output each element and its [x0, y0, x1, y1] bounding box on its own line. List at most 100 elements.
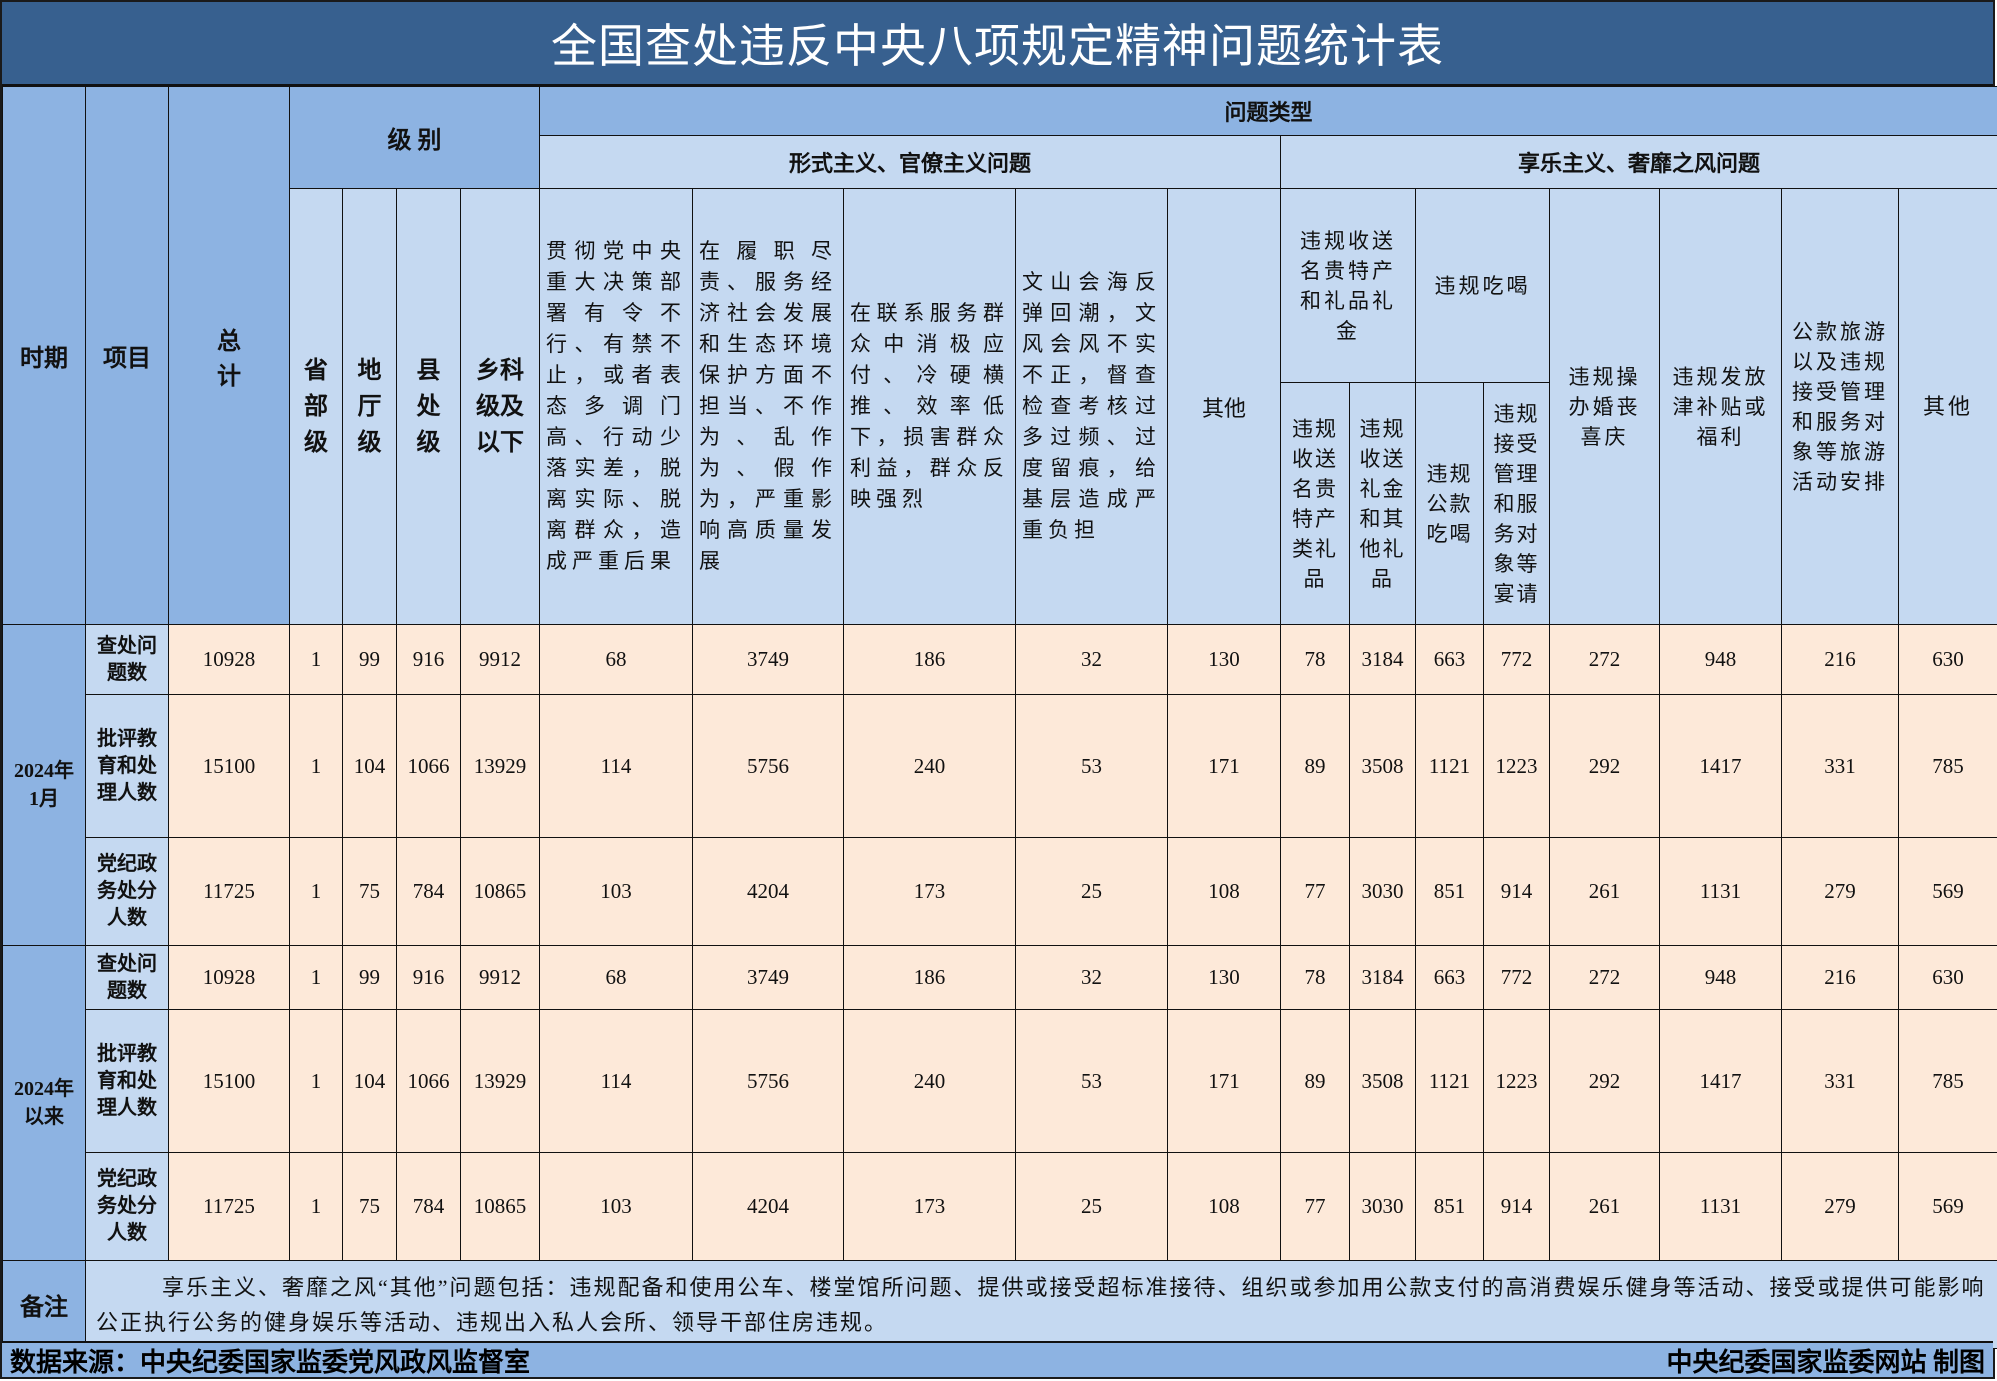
value-cell: 32: [1015, 945, 1168, 1010]
value-cell: 3508: [1349, 1009, 1416, 1153]
item-cell: 查处问题数: [85, 624, 169, 695]
data-source: 数据来源：中央纪委国家监委党风政风监督室: [10, 1347, 531, 1377]
value-cell: 130: [1167, 624, 1281, 695]
value-cell: 784: [396, 837, 461, 946]
value-cell: 89: [1280, 1009, 1350, 1153]
value-cell: 331: [1781, 694, 1899, 838]
value-cell: 103: [539, 1152, 693, 1261]
value-cell: 216: [1781, 624, 1899, 695]
stats-table: 时期 项目 总计 级 别 问题类型 形式主义、官僚主义问题 享乐主义、奢靡之风问…: [2, 86, 1997, 1349]
header-eating-group: 违规吃喝: [1415, 188, 1550, 383]
header-problem-type: 问题类型: [538, 86, 1997, 136]
value-cell: 292: [1549, 1009, 1660, 1153]
item-cell: 批评教育和处理人数: [85, 694, 169, 838]
value-cell: 13929: [460, 1009, 540, 1153]
value-cell: 914: [1483, 1152, 1550, 1261]
header-eating-banquet: 违规接受管理和服务对象等宴请: [1483, 382, 1550, 625]
value-cell: 78: [1280, 945, 1350, 1010]
value-cell: 569: [1897, 837, 1997, 946]
value-cell: 77: [1280, 1152, 1350, 1261]
header-formalism-other: 其他: [1167, 188, 1281, 625]
header-allowances: 违规发放津补贴或福利: [1659, 188, 1782, 625]
value-cell: 108: [1167, 1152, 1281, 1261]
item-cell: 党纪政务处分人数: [85, 1152, 169, 1261]
value-cell: 99: [342, 945, 397, 1010]
value-cell: 108: [1167, 837, 1281, 946]
value-cell: 3749: [692, 624, 844, 695]
value-cell: 1223: [1483, 1009, 1550, 1153]
value-cell: 216: [1781, 945, 1899, 1010]
value-cell: 173: [843, 837, 1016, 946]
header-hedonism-other: 其他: [1897, 188, 1997, 625]
page-title: 全国查处违反中央八项规定精神问题统计表: [2, 2, 1993, 86]
value-cell: 99: [342, 624, 397, 695]
value-cell: 68: [539, 624, 693, 695]
value-cell: 851: [1415, 837, 1484, 946]
footer: 数据来源：中央纪委国家监委党风政风监督室 中央纪委国家监委网站 制图: [2, 1341, 1993, 1377]
header-hedonism: 享乐主义、奢靡之风问题: [1279, 135, 1997, 189]
value-cell: 3030: [1349, 1152, 1416, 1261]
value-cell: 186: [843, 945, 1016, 1010]
value-cell: 25: [1015, 1152, 1168, 1261]
value-cell: 10865: [460, 837, 540, 946]
table-row: 党纪政务处分人数 11725 1 75 784 10865 103 4204 173 25 108 7…: [3, 837, 1997, 946]
value-cell: 279: [1781, 1152, 1899, 1261]
table-row: 2024年以来 查处问题数 10928 1 99 916 9912 68 3749 186 32 13…: [2, 945, 1997, 1261]
value-cell: 104: [342, 694, 397, 838]
value-cell: 772: [1483, 624, 1550, 695]
value-cell: 3030: [1349, 837, 1416, 946]
value-cell: 569: [1897, 1152, 1997, 1261]
value-cell: 186: [843, 624, 1016, 695]
value-cell: 784: [396, 1152, 461, 1261]
value-cell: 851: [1415, 1152, 1484, 1261]
value-cell: 261: [1549, 1152, 1660, 1261]
value-cell: 130: [1167, 945, 1281, 1010]
item-cell: 党纪政务处分人数: [85, 837, 169, 946]
value-cell: 1417: [1659, 1009, 1782, 1153]
credit: 中央纪委国家监委网站 制图: [1666, 1347, 1985, 1377]
value-cell: 53: [1015, 1009, 1168, 1153]
header-item: 项目: [85, 86, 169, 625]
value-cell: 1223: [1483, 694, 1550, 838]
value-cell: 240: [843, 1009, 1016, 1153]
header-level: 级 别: [289, 86, 540, 189]
table-body: 2024年1月 查处问题数 10928 1 99 916 9912 68 3749 186 32 13…: [2, 624, 1997, 1261]
value-cell: 11725: [168, 1152, 290, 1261]
header-level-township: 乡科级及以下: [460, 188, 540, 625]
header-formalism-col-3: 在联系服务群众中消极应付、冷硬横推、效率低下，损害群众利益，群众反映强烈: [843, 188, 1016, 625]
value-cell: 1: [289, 1009, 343, 1153]
value-cell: 3184: [1349, 624, 1416, 695]
value-cell: 89: [1280, 694, 1350, 838]
value-cell: 75: [342, 1152, 397, 1261]
value-cell: 114: [539, 694, 693, 838]
value-cell: 9912: [460, 945, 540, 1010]
table-row: 2024年1月 查处问题数 10928 1 99 916 9912 68 3749 186 32 13…: [2, 624, 1997, 946]
value-cell: 1417: [1659, 694, 1782, 838]
header-gifts-group: 违规收送名贵特产和礼品礼金: [1280, 188, 1416, 383]
header-eating-public: 违规公款吃喝: [1415, 382, 1484, 625]
header-total: 总计: [168, 86, 290, 625]
value-cell: 1121: [1415, 694, 1484, 838]
value-cell: 171: [1167, 1009, 1281, 1153]
header-gifts-cash: 违规收送礼金和其他礼品: [1349, 382, 1416, 625]
value-cell: 114: [539, 1009, 693, 1153]
value-cell: 77: [1280, 837, 1350, 946]
value-cell: 663: [1415, 624, 1484, 695]
value-cell: 10928: [168, 624, 290, 695]
value-cell: 32: [1015, 624, 1168, 695]
value-cell: 4204: [692, 1152, 844, 1261]
value-cell: 331: [1781, 1009, 1899, 1153]
header-travel: 公款旅游以及违规接受管理和服务对象等旅游活动安排: [1781, 188, 1899, 625]
value-cell: 916: [396, 945, 461, 1010]
value-cell: 1: [289, 837, 343, 946]
header-formalism: 形式主义、官僚主义问题: [539, 135, 1281, 189]
value-cell: 10865: [460, 1152, 540, 1261]
value-cell: 4204: [692, 837, 844, 946]
value-cell: 261: [1549, 837, 1660, 946]
value-cell: 5756: [692, 694, 844, 838]
value-cell: 240: [843, 694, 1016, 838]
value-cell: 13929: [460, 694, 540, 838]
notes-text: 享乐主义、奢靡之风“其他”问题包括：违规配备和使用公车、楼堂馆所问题、提供或接受…: [84, 1260, 1997, 1349]
value-cell: 1: [289, 624, 343, 695]
